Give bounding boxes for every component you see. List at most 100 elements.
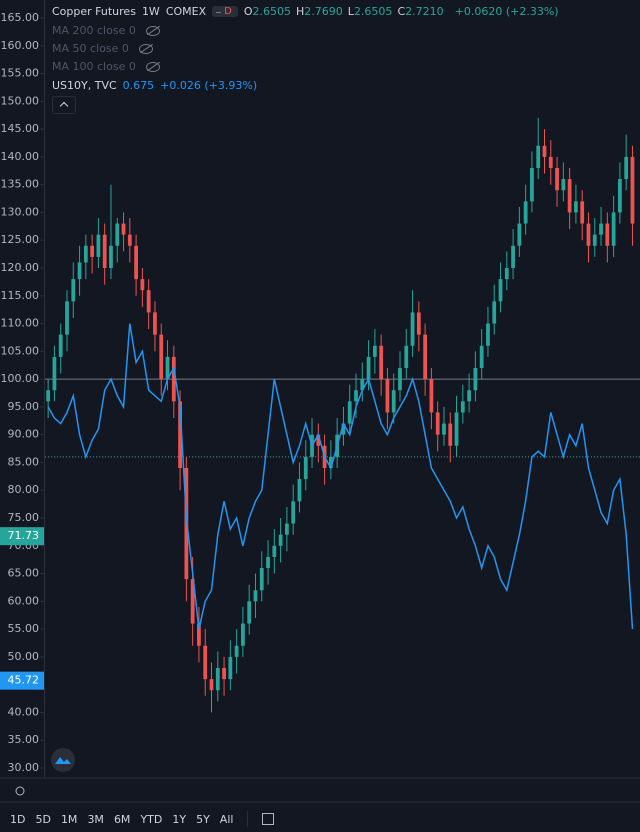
candle-body bbox=[121, 223, 126, 235]
candle-body bbox=[52, 356, 57, 391]
date-range-button[interactable] bbox=[262, 813, 275, 825]
candle-body bbox=[347, 401, 352, 424]
candle-body bbox=[134, 245, 138, 280]
candle-body bbox=[316, 434, 321, 446]
y-tick-label: 60.00 bbox=[8, 594, 40, 607]
candle-body bbox=[253, 590, 258, 602]
series-last: 0.675 bbox=[122, 79, 155, 92]
candle-body bbox=[171, 356, 176, 402]
candle-body bbox=[536, 145, 541, 168]
series-change: +0.026 (+3.93%) bbox=[160, 79, 258, 92]
market-badge: D bbox=[212, 6, 238, 17]
candle-body bbox=[410, 312, 415, 346]
exchange: COMEX bbox=[165, 5, 207, 18]
range-button[interactable]: 1M bbox=[60, 812, 78, 826]
candle-body bbox=[448, 423, 453, 446]
candle-body bbox=[580, 201, 585, 224]
candle-body bbox=[530, 168, 534, 202]
main-legend: Copper Futures 1W COMEX D O2.6505 H2.7690… bbox=[52, 5, 559, 18]
settings-icon[interactable] bbox=[15, 786, 25, 796]
candle-body bbox=[259, 568, 264, 591]
candle-body bbox=[266, 556, 270, 568]
range-button[interactable]: 1Y bbox=[172, 812, 187, 826]
y-tick-label: 145.00 bbox=[1, 122, 40, 135]
range-button[interactable]: YTD bbox=[140, 812, 163, 826]
hidden-icon[interactable] bbox=[138, 43, 153, 54]
candle-body bbox=[46, 390, 51, 402]
candle-body bbox=[328, 456, 333, 468]
range-button[interactable]: All bbox=[219, 812, 234, 826]
ohlc-key: L bbox=[347, 5, 354, 18]
candle-body bbox=[404, 345, 409, 368]
range-button[interactable]: 5Y bbox=[196, 812, 210, 826]
indicator-label: MA 100 close 0 bbox=[52, 60, 136, 73]
y-tick-label: 35.00 bbox=[8, 733, 40, 746]
range-toolbar: 1D 5D 1M 3M 6M YTD 1Y 5Y All bbox=[0, 806, 640, 832]
candle-body bbox=[599, 223, 603, 235]
ohlc-value: 2.6505 bbox=[353, 5, 393, 18]
y-tick-label: 120.00 bbox=[1, 261, 40, 274]
candle-body bbox=[209, 679, 214, 691]
range-button[interactable]: 5D bbox=[35, 812, 51, 826]
candle-body bbox=[58, 334, 63, 357]
plot-area bbox=[45, 118, 640, 713]
candle-body bbox=[96, 234, 101, 257]
candle-body bbox=[197, 623, 201, 646]
y-tick-label: 135.00 bbox=[1, 178, 40, 191]
candle-body bbox=[159, 334, 164, 380]
candle-body bbox=[228, 656, 233, 680]
axes: 30.0035.0040.0045.0050.0055.0060.0065.00… bbox=[0, 11, 44, 774]
indicator[interactable]: MA 200 close 0 bbox=[52, 24, 160, 37]
price-label: 45.72 bbox=[8, 674, 40, 687]
candle-body bbox=[303, 456, 308, 480]
indicator-label: MA 50 close 0 bbox=[52, 42, 129, 55]
candle-body bbox=[574, 201, 578, 213]
y-tick-label: 110.00 bbox=[1, 317, 40, 330]
candle-body bbox=[140, 279, 145, 291]
collapse-button[interactable] bbox=[52, 96, 76, 114]
interval: 1W bbox=[141, 5, 160, 18]
series-name[interactable]: US10Y, TVC bbox=[52, 79, 117, 92]
candle-body bbox=[473, 368, 478, 391]
candle-body bbox=[379, 345, 384, 380]
candle-body bbox=[215, 668, 220, 691]
candle-body bbox=[498, 279, 503, 302]
candle-body bbox=[548, 156, 553, 168]
range-button[interactable]: 1D bbox=[10, 812, 26, 826]
indicator[interactable]: MA 50 close 0 bbox=[52, 42, 153, 55]
symbol-title[interactable]: Copper Futures bbox=[52, 5, 136, 18]
indicator[interactable]: MA 100 close 0 bbox=[52, 60, 160, 73]
candle-body bbox=[429, 379, 434, 413]
candle-body bbox=[542, 145, 547, 157]
candle-body bbox=[102, 234, 107, 268]
change: +0.0620 (+2.33%) bbox=[454, 5, 559, 18]
hidden-icon[interactable] bbox=[145, 25, 160, 36]
candle-body bbox=[77, 262, 82, 280]
candle-body bbox=[241, 623, 245, 646]
candle-body bbox=[366, 356, 371, 380]
candle-body bbox=[611, 212, 616, 246]
candle-body bbox=[190, 579, 195, 624]
ohlc-key: H bbox=[296, 5, 305, 18]
y-tick-label: 100.00 bbox=[1, 372, 40, 385]
series-legend: US10Y, TVC 0.675 +0.026 (+3.93%) bbox=[52, 79, 257, 92]
ohlc-value: 2.7210 bbox=[405, 5, 444, 18]
range-button[interactable]: 6M bbox=[113, 812, 131, 826]
candle-body bbox=[203, 645, 208, 680]
y-tick-label: 40.00 bbox=[8, 705, 40, 718]
candle-body bbox=[297, 479, 302, 502]
range-button[interactable]: 3M bbox=[87, 812, 104, 826]
hidden-icon[interactable] bbox=[145, 61, 160, 72]
candle-body bbox=[630, 156, 635, 224]
candle-body bbox=[178, 401, 182, 468]
candle-body bbox=[234, 645, 239, 657]
candle-body bbox=[398, 368, 402, 391]
y-tick-label: 155.00 bbox=[1, 67, 40, 80]
y-tick-label: 55.00 bbox=[8, 622, 40, 635]
candle-body bbox=[416, 312, 421, 335]
candle-body bbox=[391, 390, 396, 413]
y-tick-label: 140.00 bbox=[1, 150, 40, 163]
logo bbox=[51, 748, 75, 772]
ohlc-value: 2.7690 bbox=[304, 5, 343, 18]
